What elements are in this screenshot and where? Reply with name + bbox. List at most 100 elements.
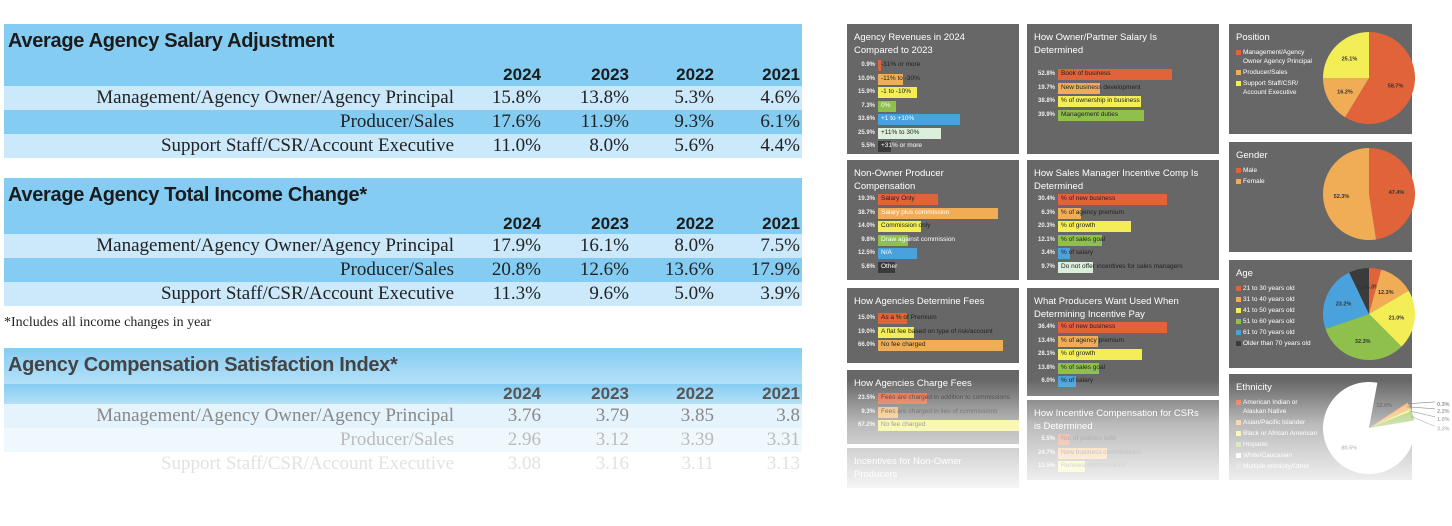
pie-legend: 21 to 30 years old 31 to 40 years old 41 t… [1236, 284, 1318, 350]
chart-title: Agency Revenues in 2024 Compared to 2023 [854, 32, 965, 56]
pie-value-label: 47.4% [1389, 190, 1405, 196]
legend-item: Management/Agency Owner Agency Principal [1236, 48, 1318, 66]
legend-item: Female [1236, 177, 1318, 186]
bar [1058, 335, 1099, 347]
bar-row: 19.3% Salary Only [847, 193, 1019, 207]
chart-title: What Producers Want Used When Determinin… [1034, 296, 1179, 320]
legend-label: 61 to 70 years old [1243, 329, 1295, 336]
bar-row: 24.7% New business commissions [1027, 447, 1219, 461]
bar-row: 9.8% Draw against commission [847, 234, 1019, 248]
bar-category-label: Book of business [1061, 70, 1111, 77]
row-label: Management/Agency Owner/Agency Principal [96, 235, 454, 256]
bar [1058, 322, 1168, 333]
bar-row: 23.5% Fees are charged in addition to com… [847, 392, 1019, 406]
bar-value-label: 13.4% [1037, 337, 1055, 344]
chart-panel-agency-revenues-in-2024-compared-to-2023: Agency Revenues in 2024 Compared to 2023… [847, 24, 1019, 154]
cell-value: 17.9% [491, 235, 541, 256]
pie-legend: Male Female [1236, 166, 1318, 188]
bar-row: 7.3% 0% [847, 100, 1019, 114]
footnote: *Includes all income changes in year [4, 315, 212, 330]
pie-slice [1349, 268, 1369, 314]
bar [878, 248, 917, 259]
pie-value-label: 52.3% [1334, 194, 1350, 200]
pie-value-label: 1.0% [1437, 417, 1450, 423]
table-row: Producer/Sales 2.96 3.12 3.39 3.31 [4, 428, 802, 452]
bar-category-label: No fee charged [881, 341, 926, 348]
bar [878, 60, 881, 71]
legend-swatch [1236, 70, 1241, 75]
pie-value-label: 21.0% [1389, 316, 1405, 322]
bar-value-label: 23.5% [857, 395, 875, 401]
cell-value: 3.8 [776, 405, 800, 426]
cell-value: 11.9% [580, 111, 629, 132]
row-label: Support Staff/CSR/Account Executive [160, 283, 454, 304]
chart-title: How Owner/Partner Salary Is Determined [1034, 32, 1158, 56]
year-header: 2021 [762, 214, 800, 233]
bar-value-label: 13.8% [1037, 364, 1055, 371]
chart-title: How Incentive Compensation for CSRs is D… [1034, 408, 1199, 432]
cell-value: 11.3% [492, 283, 541, 304]
bar-value-label: 30.4% [1037, 196, 1055, 202]
bar [878, 221, 922, 232]
bar-category-label: Salary Only [881, 195, 915, 202]
pie-value-label: 58.7% [1388, 83, 1404, 89]
chart-panel-what-producers-want-used-when-determining-incentive-pay: What Producers Want Used When Determinin… [1027, 288, 1219, 396]
bar-row: 5.6% Other [847, 261, 1019, 275]
bar-row: 67.2% No fee charged [847, 419, 1020, 433]
legend-label: Female [1243, 178, 1265, 185]
pie-slice [1369, 148, 1415, 240]
legend-label: 41 to 50 years old [1243, 307, 1295, 314]
pie-slice [1323, 272, 1369, 329]
bar [1058, 69, 1172, 80]
bar-row: 0.9% -31% or more [847, 59, 1019, 73]
chart-panel-ethnicity: Ethnicity American Indian or Alaskan Nati… [1229, 374, 1450, 480]
legend-swatch [1236, 81, 1241, 86]
bar-value-label: 13.5% [1037, 463, 1055, 469]
bar-value-label: 24.7% [1037, 449, 1055, 456]
bar [878, 194, 938, 205]
legend-swatch [1236, 319, 1241, 324]
cell-value: 8.0% [589, 135, 629, 156]
bar-category-label: 0% [881, 101, 891, 109]
bar-value-label: 0.9% [861, 62, 875, 68]
bar [1058, 221, 1132, 232]
bar [1058, 82, 1101, 94]
pie-slice [1369, 269, 1409, 314]
table-row: Management/Agency Owner/Agency Principal… [4, 404, 802, 428]
pie-slice [1345, 32, 1415, 124]
cell-value: 11.0% [492, 135, 541, 156]
pie-chart: 58.7% 16.2% 25.1% [1323, 32, 1415, 124]
bar [1058, 248, 1071, 259]
legend-swatch [1236, 330, 1241, 335]
chart-panel-gender: Gender Male Female 47.4% 52.3% [1229, 142, 1415, 252]
cell-value: 3.31 [766, 429, 800, 450]
bar-value-label: 36.4% [1037, 324, 1055, 330]
cell-value: 5.0% [674, 283, 714, 304]
chart-panel-position: Position Management/Agency Owner Agency P… [1229, 24, 1415, 134]
bar-list: 19.3% Salary Only 38.7% Salary plus commiss… [847, 193, 1019, 274]
cell-value: 2.96 [507, 429, 541, 450]
legend-item: 21 to 30 years old [1236, 284, 1318, 293]
cell-value: 3.11 [681, 453, 714, 474]
bar [878, 234, 909, 246]
cell-value: 20.8% [491, 259, 541, 280]
legend-swatch [1236, 341, 1241, 346]
chart-panel-incentives-for-non-owner-producers: Incentives for Non-Owner Producers [847, 448, 1019, 488]
bar-row: 13.8% % of sales goal [1027, 362, 1219, 376]
table-title: Average Agency Total Income Change* [4, 178, 802, 214]
bar-list: 23.5% Fees are charged in addition to com… [847, 392, 1020, 433]
pie-value-label: 7.1% [1357, 285, 1370, 291]
table-row: Producer/Sales 20.8% 12.6% 13.6% 17.9% [4, 258, 802, 282]
pie-value-label: 3.3% [1437, 426, 1450, 432]
bar-category-label: Do not offer incentives for sales manage… [1061, 262, 1183, 270]
legend-swatch [1236, 297, 1241, 302]
cell-value: 3.08 [507, 453, 541, 474]
table-header: 2024 2023 2022 2021 [4, 60, 802, 86]
bar [878, 261, 896, 273]
cell-value: 12.6% [579, 259, 629, 280]
bar-value-label: 20.3% [1037, 223, 1055, 229]
legend-label: Management/Agency Owner Agency Principal [1243, 49, 1313, 65]
cell-value: 16.1% [579, 235, 629, 256]
table-row: Support Staff/CSR/Account Executive 11.0… [4, 134, 802, 158]
bar-category-label: New business commissions [1061, 448, 1141, 456]
